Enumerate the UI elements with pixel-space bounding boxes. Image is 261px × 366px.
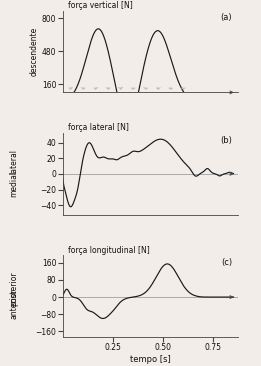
Text: (b): (b) bbox=[220, 135, 232, 145]
Text: (c): (c) bbox=[221, 258, 232, 267]
Text: força longitudinal [N]: força longitudinal [N] bbox=[68, 246, 150, 254]
Text: força vertical [N]: força vertical [N] bbox=[68, 1, 133, 10]
Text: medial: medial bbox=[9, 171, 18, 197]
Text: posterior: posterior bbox=[9, 272, 18, 306]
Y-axis label: descendente: descendente bbox=[30, 27, 39, 76]
Text: (a): (a) bbox=[221, 14, 232, 22]
Text: força lateral [N]: força lateral [N] bbox=[68, 123, 129, 132]
X-axis label: tempo [s]: tempo [s] bbox=[130, 355, 170, 364]
Text: lateral: lateral bbox=[9, 149, 18, 175]
Text: anterior: anterior bbox=[9, 288, 18, 319]
